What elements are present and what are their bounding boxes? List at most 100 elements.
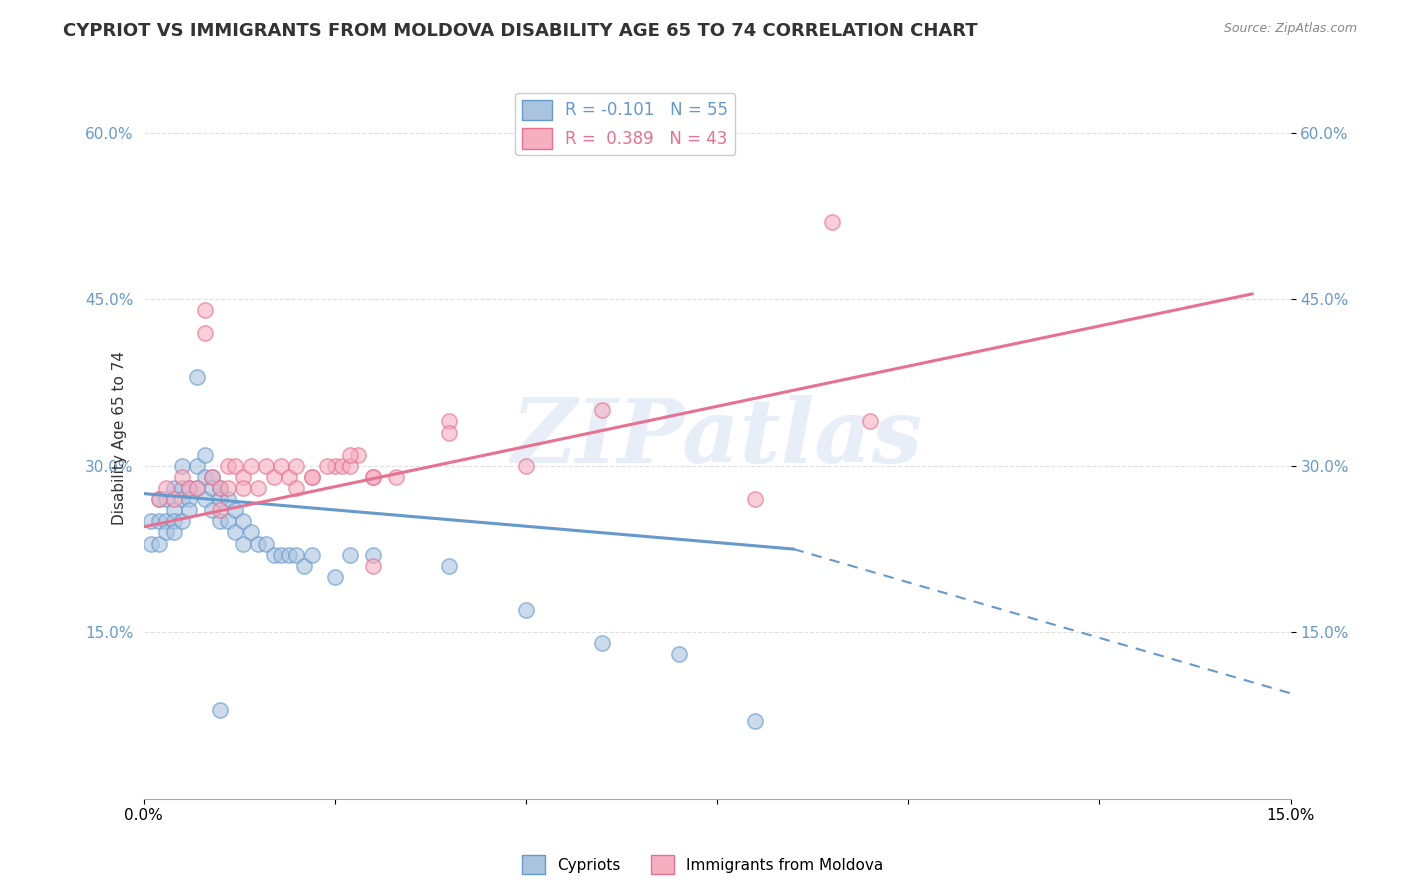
Point (439, 414, 461, 428)
Point (346, 448, 368, 462)
Point (247, 536, 270, 550)
Point (186, 481, 208, 495)
Point (163, 492, 186, 507)
Point (339, 448, 361, 462)
Point (224, 525, 246, 540)
Point (186, 370, 208, 384)
Point (224, 503, 246, 517)
Point (208, 703, 231, 717)
Point (263, 548, 285, 562)
Point (361, 470, 384, 484)
Point (301, 470, 323, 484)
Point (170, 470, 193, 484)
Point (217, 514, 239, 528)
Point (439, 425, 461, 440)
Text: Source: ZipAtlas.com: Source: ZipAtlas.com (1223, 22, 1357, 36)
Point (821, 215, 844, 229)
Point (515, 458, 537, 473)
Point (247, 481, 270, 495)
Point (194, 492, 217, 507)
Point (239, 525, 262, 540)
Point (186, 458, 208, 473)
Point (179, 503, 201, 517)
Point (301, 470, 323, 484)
Point (201, 503, 224, 517)
Point (323, 570, 346, 584)
Point (170, 481, 193, 495)
Point (285, 458, 308, 473)
Point (224, 458, 246, 473)
Point (217, 481, 239, 495)
Point (194, 303, 217, 318)
Point (217, 458, 239, 473)
Legend: R = -0.101   N = 55, R =  0.389   N = 43: R = -0.101 N = 55, R = 0.389 N = 43 (516, 93, 735, 155)
Point (194, 470, 217, 484)
Point (232, 470, 254, 484)
Point (744, 492, 766, 507)
Point (179, 481, 201, 495)
Point (339, 458, 361, 473)
Point (263, 470, 285, 484)
Point (591, 636, 613, 650)
Point (232, 514, 254, 528)
Point (361, 470, 384, 484)
Point (270, 548, 292, 562)
Point (668, 648, 690, 662)
Point (232, 481, 254, 495)
Text: ZIPatlas: ZIPatlas (512, 395, 922, 482)
Point (141, 514, 163, 528)
Point (385, 470, 408, 484)
Point (208, 481, 231, 495)
Legend: Cypriots, Immigrants from Moldova: Cypriots, Immigrants from Moldova (516, 849, 890, 880)
Point (155, 481, 177, 495)
Point (254, 458, 277, 473)
Point (186, 481, 208, 495)
Point (148, 492, 170, 507)
Point (316, 458, 339, 473)
Text: CYPRIOT VS IMMIGRANTS FROM MOLDOVA DISABILITY AGE 65 TO 74 CORRELATION CHART: CYPRIOT VS IMMIGRANTS FROM MOLDOVA DISAB… (63, 22, 979, 40)
Point (148, 536, 170, 550)
Point (323, 458, 346, 473)
Point (141, 536, 163, 550)
Point (170, 514, 193, 528)
Point (208, 514, 231, 528)
Point (155, 492, 177, 507)
Point (194, 448, 217, 462)
Point (179, 481, 201, 495)
Point (285, 481, 308, 495)
Point (330, 458, 353, 473)
Point (148, 492, 170, 507)
Point (208, 492, 231, 507)
Point (515, 603, 537, 617)
Point (194, 326, 217, 340)
Point (859, 414, 882, 428)
Point (170, 492, 193, 507)
Point (292, 558, 315, 573)
Y-axis label: Disability Age 65 to 74: Disability Age 65 to 74 (112, 351, 127, 525)
Point (744, 714, 766, 728)
Point (277, 548, 299, 562)
Point (170, 458, 193, 473)
Point (270, 458, 292, 473)
Point (148, 514, 170, 528)
Point (232, 536, 254, 550)
Point (163, 481, 186, 495)
Point (361, 548, 384, 562)
Point (155, 514, 177, 528)
Point (285, 548, 308, 562)
Point (201, 481, 224, 495)
Point (208, 481, 231, 495)
Point (163, 503, 186, 517)
Point (277, 470, 299, 484)
Point (439, 558, 461, 573)
Point (239, 458, 262, 473)
Point (163, 514, 186, 528)
Point (591, 403, 613, 417)
Point (163, 525, 186, 540)
Point (361, 558, 384, 573)
Point (201, 470, 224, 484)
Point (217, 492, 239, 507)
Point (179, 492, 201, 507)
Point (201, 470, 224, 484)
Point (301, 548, 323, 562)
